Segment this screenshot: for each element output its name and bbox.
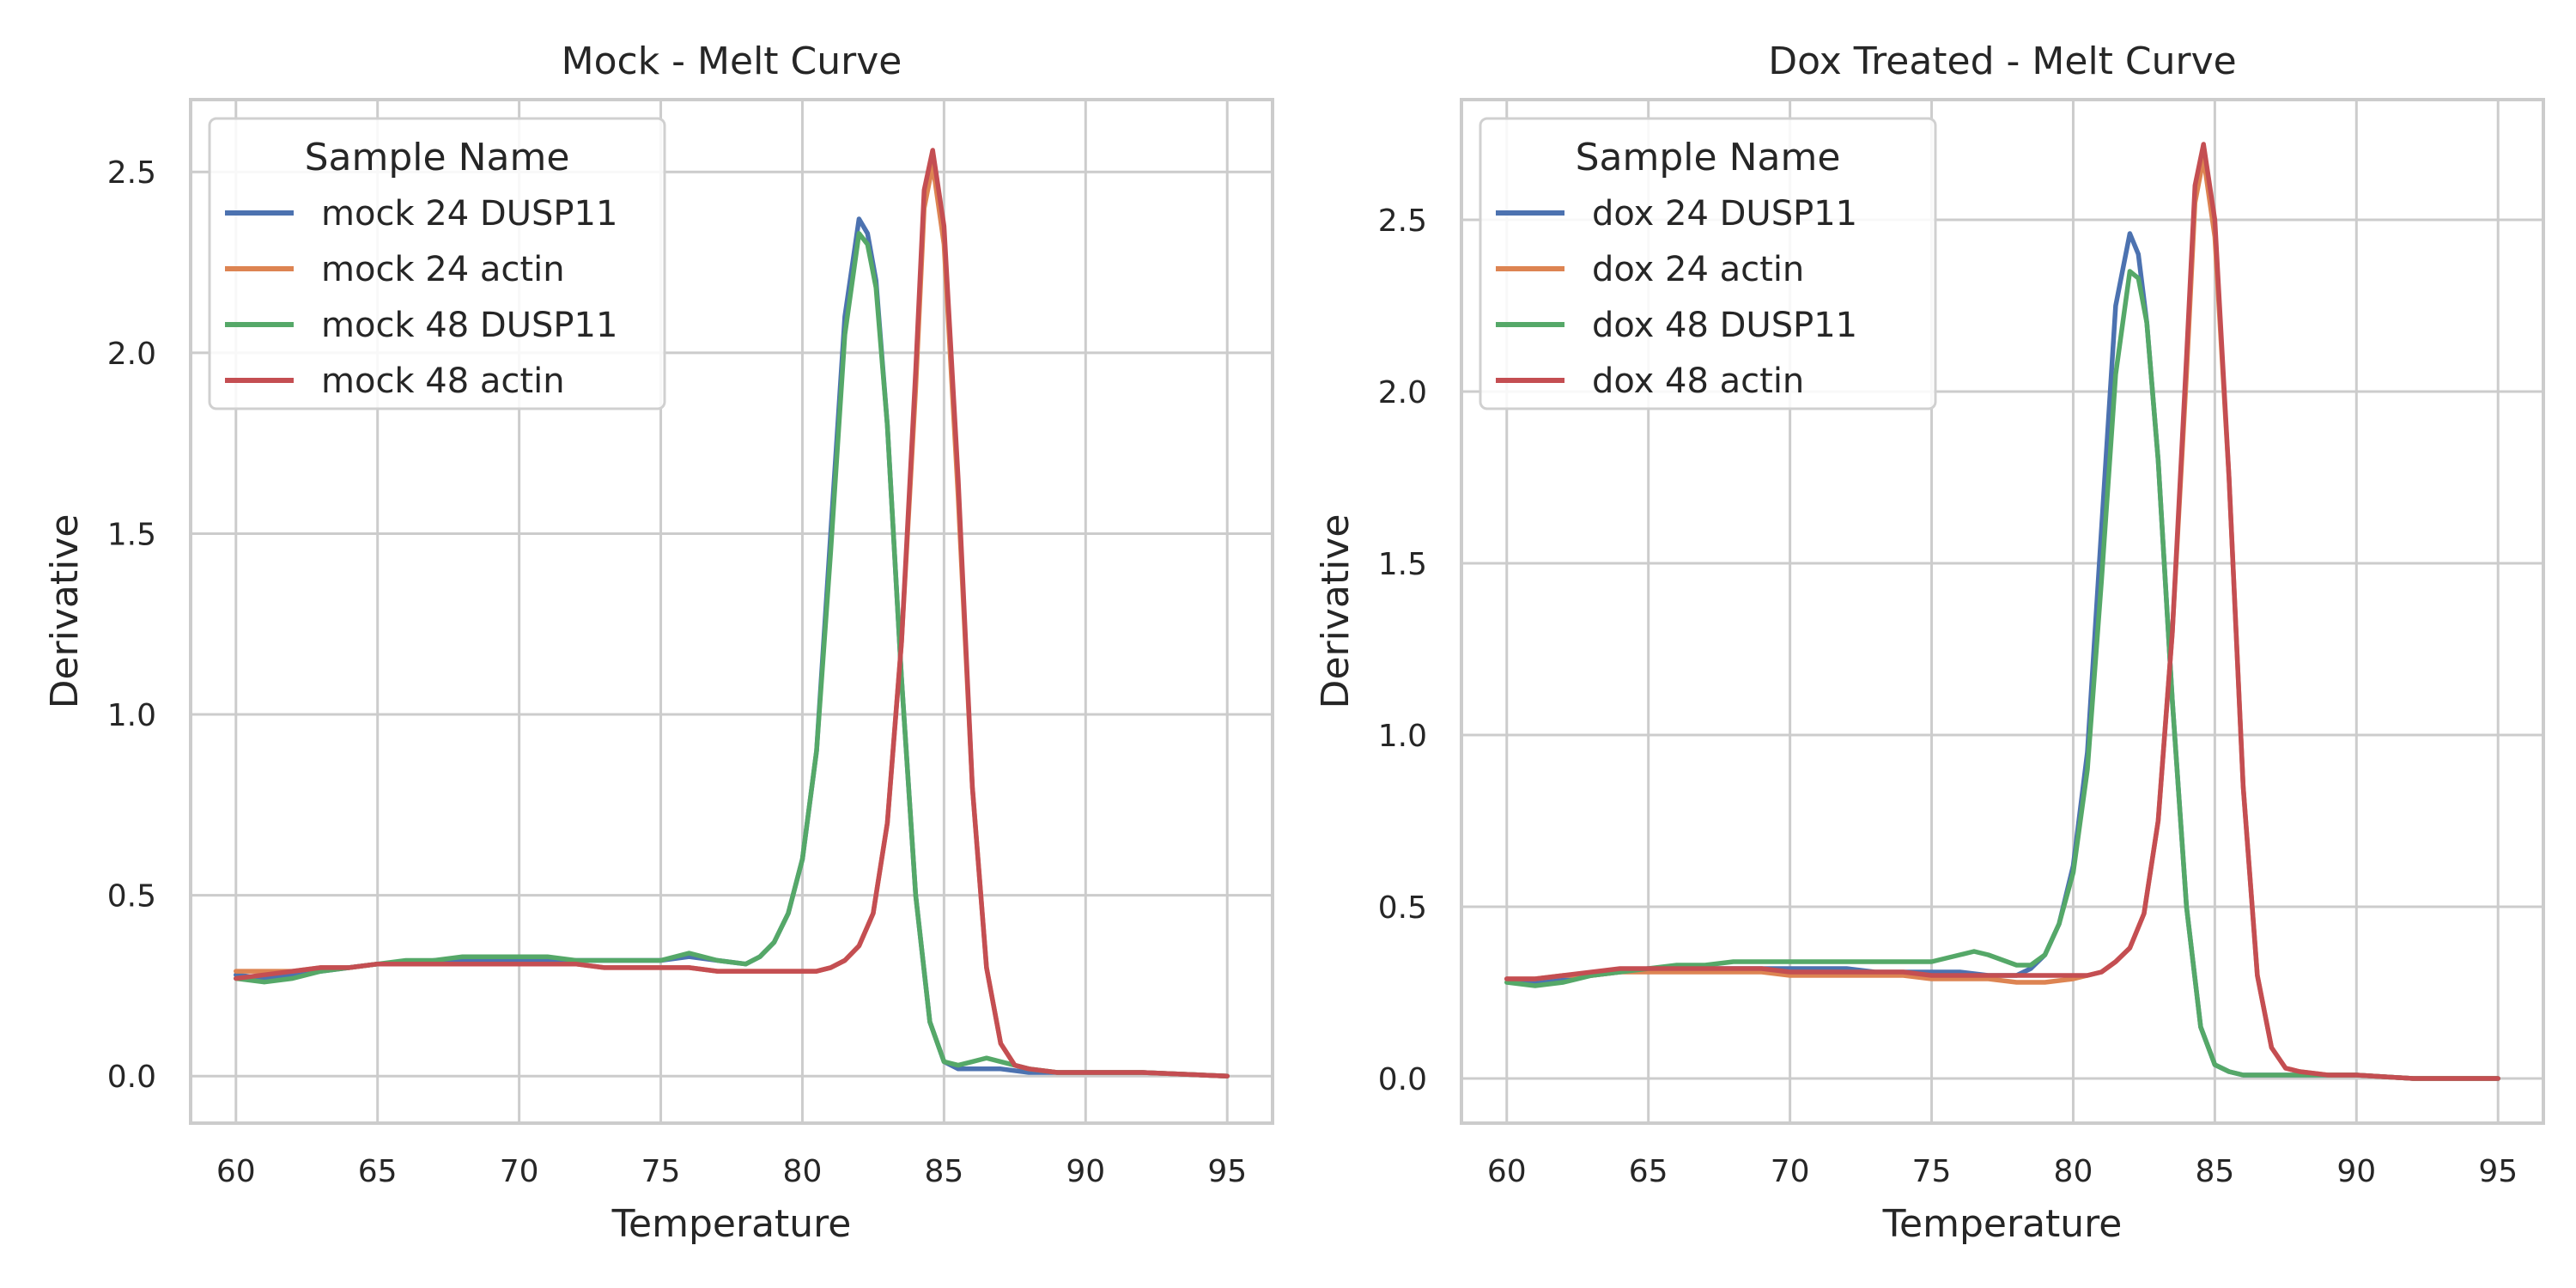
legend-entry: mock 48 DUSP11 — [321, 306, 617, 345]
x-axis-label: Temperature — [1882, 1202, 2123, 1246]
series-line-3 — [234, 231, 1230, 1078]
y-axis-label: Derivative — [1314, 514, 1358, 709]
y-tick-label: 0.5 — [1378, 890, 1427, 926]
legend-entry: dox 24 actin — [1592, 250, 1804, 289]
y-tick-label: 1.5 — [107, 517, 156, 552]
legend-entry: mock 24 actin — [321, 250, 565, 289]
x-tick-label: 95 — [1207, 1154, 1247, 1189]
legend: Sample Name dox 24 DUSP11 dox 24 actin dox … — [1479, 117, 1937, 410]
chart-panel-2: 60 65 70 75 80 85 90 95 0.0 0.5 1.0 1.5 2.0 2.5 Dox Tr… — [1314, 39, 2545, 1246]
plot-frame — [1460, 98, 2545, 1125]
y-tick-label: 1.0 — [1378, 719, 1427, 754]
legend-entry: mock 24 DUSP11 — [321, 194, 617, 234]
x-tick-label: 95 — [2478, 1154, 2518, 1189]
y-tick-label: 2.5 — [107, 155, 156, 191]
y-tick-label: 2.5 — [1378, 204, 1427, 239]
legend-entry: dox 24 DUSP11 — [1592, 194, 1857, 234]
legend-entry: mock 48 actin — [321, 361, 565, 401]
legend-title: Sample Name — [1576, 136, 1841, 179]
x-tick-label: 65 — [1629, 1154, 1668, 1189]
y-tick-label: 2.0 — [107, 337, 156, 372]
legend: Sample Name mock 24 DUSP11 mock 24 actin mo… — [208, 117, 666, 410]
x-tick-label: 60 — [1487, 1154, 1527, 1189]
x-tick-label: 70 — [1771, 1154, 1810, 1189]
y-axis-label: Derivative — [43, 514, 87, 709]
series-line-4 — [1504, 142, 2500, 1081]
legend-box — [208, 117, 666, 410]
x-tick-label: 70 — [500, 1154, 539, 1189]
chart-title: Dox Treated - Melt Curve — [1768, 39, 2236, 83]
y-tick-label: 0.5 — [107, 879, 156, 914]
x-tick-label: 60 — [216, 1154, 256, 1189]
plot-frame — [189, 98, 1274, 1125]
y-tick-label: 1.0 — [107, 698, 156, 733]
x-tick-label: 65 — [358, 1154, 398, 1189]
x-tick-label: 80 — [2054, 1154, 2093, 1189]
series-line-4 — [234, 148, 1230, 1078]
x-tick-label: 90 — [1066, 1154, 1105, 1189]
x-tick-label: 75 — [641, 1154, 681, 1189]
x-tick-label: 80 — [783, 1154, 823, 1189]
y-tick-label: 2.0 — [1378, 375, 1427, 410]
x-axis-label: Temperature — [611, 1202, 852, 1246]
y-tick-label: 1.5 — [1378, 547, 1427, 582]
legend-box — [1479, 117, 1937, 410]
series-line-3 — [1504, 269, 2500, 1081]
y-tick-label: 0.0 — [1378, 1062, 1427, 1097]
x-tick-label: 90 — [2336, 1154, 2376, 1189]
x-tick-label: 75 — [1912, 1154, 1952, 1189]
chart-panel-1: 60 65 70 75 80 85 90 95 0.0 0.5 1.0 1.5 2.0 2.5 Mock -… — [43, 39, 1274, 1246]
x-tick-label: 85 — [2195, 1154, 2234, 1189]
legend-title: Sample Name — [305, 136, 570, 179]
y-tick-label: 0.0 — [107, 1060, 156, 1095]
legend-entry: dox 48 DUSP11 — [1592, 306, 1857, 345]
chart-title: Mock - Melt Curve — [562, 39, 902, 83]
legend-entry: dox 48 actin — [1592, 361, 1804, 401]
x-tick-label: 85 — [924, 1154, 963, 1189]
